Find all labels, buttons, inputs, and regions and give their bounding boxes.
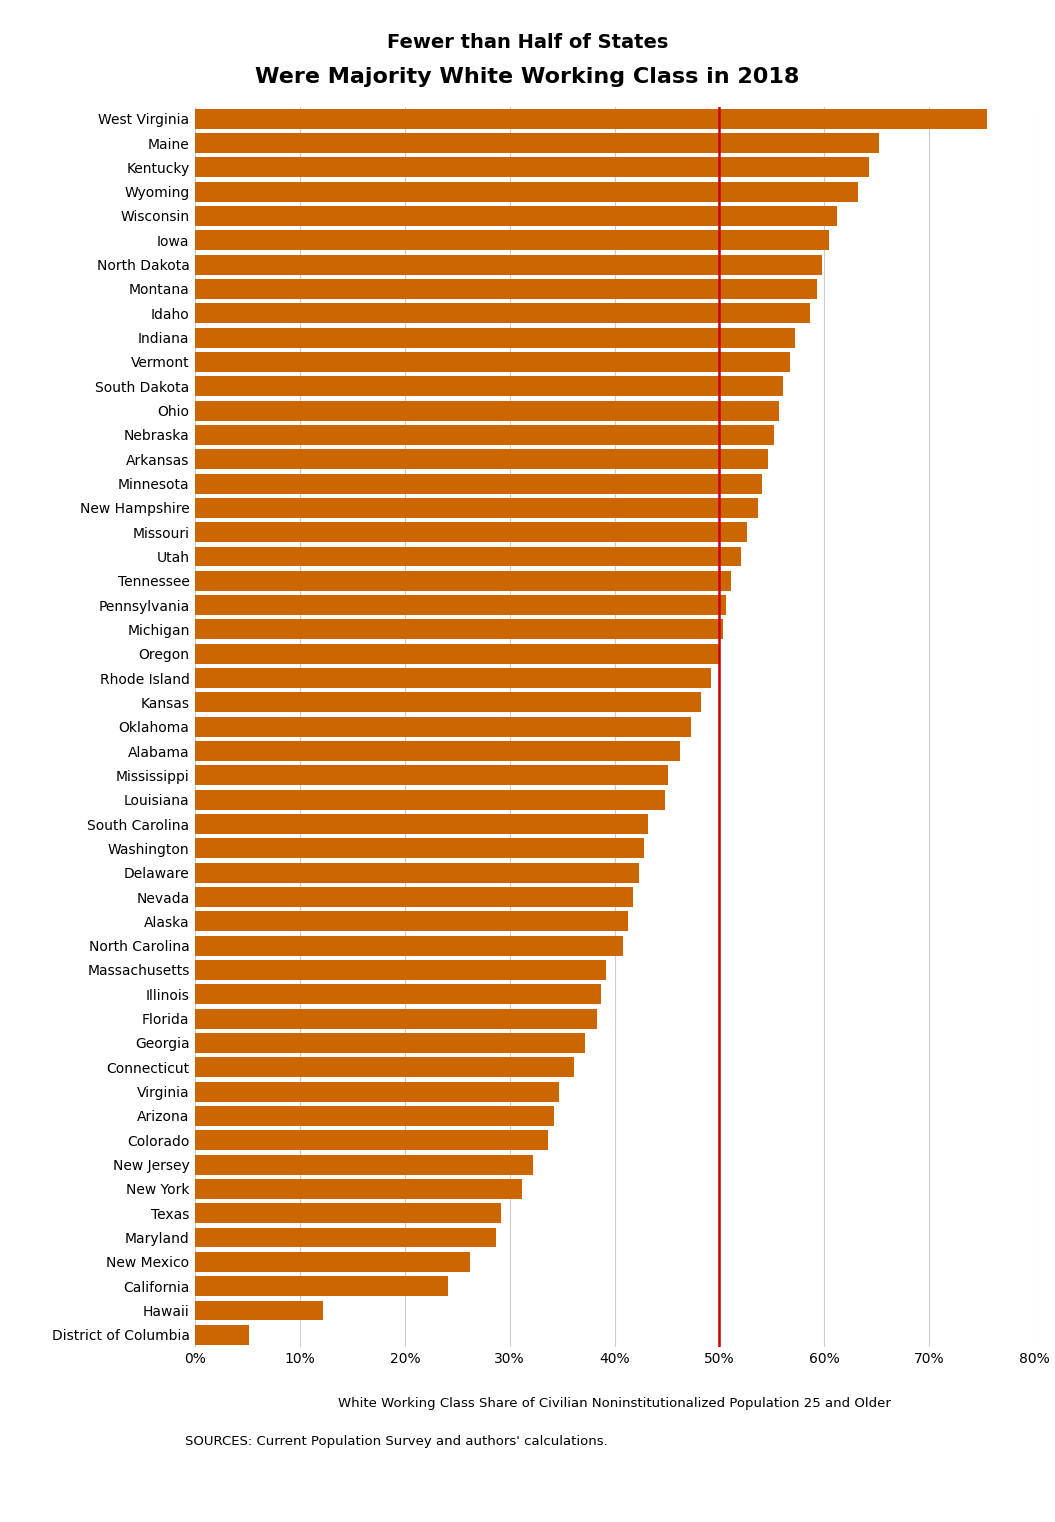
- Bar: [195, 1324, 249, 1345]
- Text: Were Majority White Working Class in 2018: Were Majority White Working Class in 201…: [255, 67, 800, 87]
- Bar: [195, 790, 665, 810]
- Bar: [195, 863, 638, 883]
- Bar: [195, 595, 726, 615]
- Bar: [195, 181, 858, 201]
- Bar: [195, 1204, 501, 1224]
- Bar: [195, 1058, 574, 1078]
- Bar: [195, 498, 759, 517]
- Bar: [195, 108, 986, 129]
- Text: Federal Reserve Bank of St. Louis: Federal Reserve Bank of St. Louis: [13, 1493, 250, 1505]
- Bar: [195, 157, 869, 178]
- Bar: [195, 693, 701, 712]
- Bar: [195, 912, 628, 931]
- Bar: [195, 717, 691, 737]
- Bar: [195, 668, 711, 688]
- Bar: [195, 766, 668, 785]
- Bar: [195, 1228, 496, 1248]
- Bar: [195, 205, 837, 225]
- Bar: [195, 571, 731, 591]
- Bar: [195, 619, 723, 639]
- Bar: [195, 352, 789, 371]
- Text: SOURCES: Current Population Survey and authors' calculations.: SOURCES: Current Population Survey and a…: [185, 1435, 608, 1449]
- Bar: [195, 1180, 522, 1199]
- Bar: [195, 1155, 533, 1175]
- Bar: [195, 1275, 447, 1297]
- Bar: [195, 279, 817, 298]
- Bar: [195, 1300, 323, 1321]
- Bar: [195, 473, 763, 493]
- Bar: [195, 741, 679, 761]
- Bar: [195, 839, 644, 858]
- Text: White Working Class Share of Civilian Noninstitutionalized Population 25 and Old: White Working Class Share of Civilian No…: [338, 1397, 891, 1411]
- Bar: [195, 1253, 469, 1272]
- Bar: [195, 985, 601, 1005]
- Bar: [195, 1131, 549, 1151]
- Bar: [195, 132, 879, 154]
- Bar: [195, 376, 783, 396]
- Bar: [195, 425, 774, 444]
- Bar: [195, 254, 822, 274]
- Bar: [195, 960, 607, 980]
- Bar: [195, 303, 809, 323]
- Bar: [195, 522, 747, 542]
- Bar: [195, 887, 633, 907]
- Bar: [195, 644, 721, 664]
- Bar: [195, 1033, 586, 1053]
- Text: Fewer than Half of States: Fewer than Half of States: [387, 33, 668, 52]
- Bar: [195, 936, 622, 956]
- Bar: [195, 449, 768, 469]
- Bar: [195, 1082, 559, 1102]
- Bar: [195, 814, 648, 834]
- Bar: [195, 1106, 554, 1126]
- Bar: [195, 327, 794, 347]
- Bar: [195, 400, 780, 420]
- Bar: [195, 1009, 597, 1029]
- Bar: [195, 546, 742, 566]
- Bar: [195, 230, 829, 250]
